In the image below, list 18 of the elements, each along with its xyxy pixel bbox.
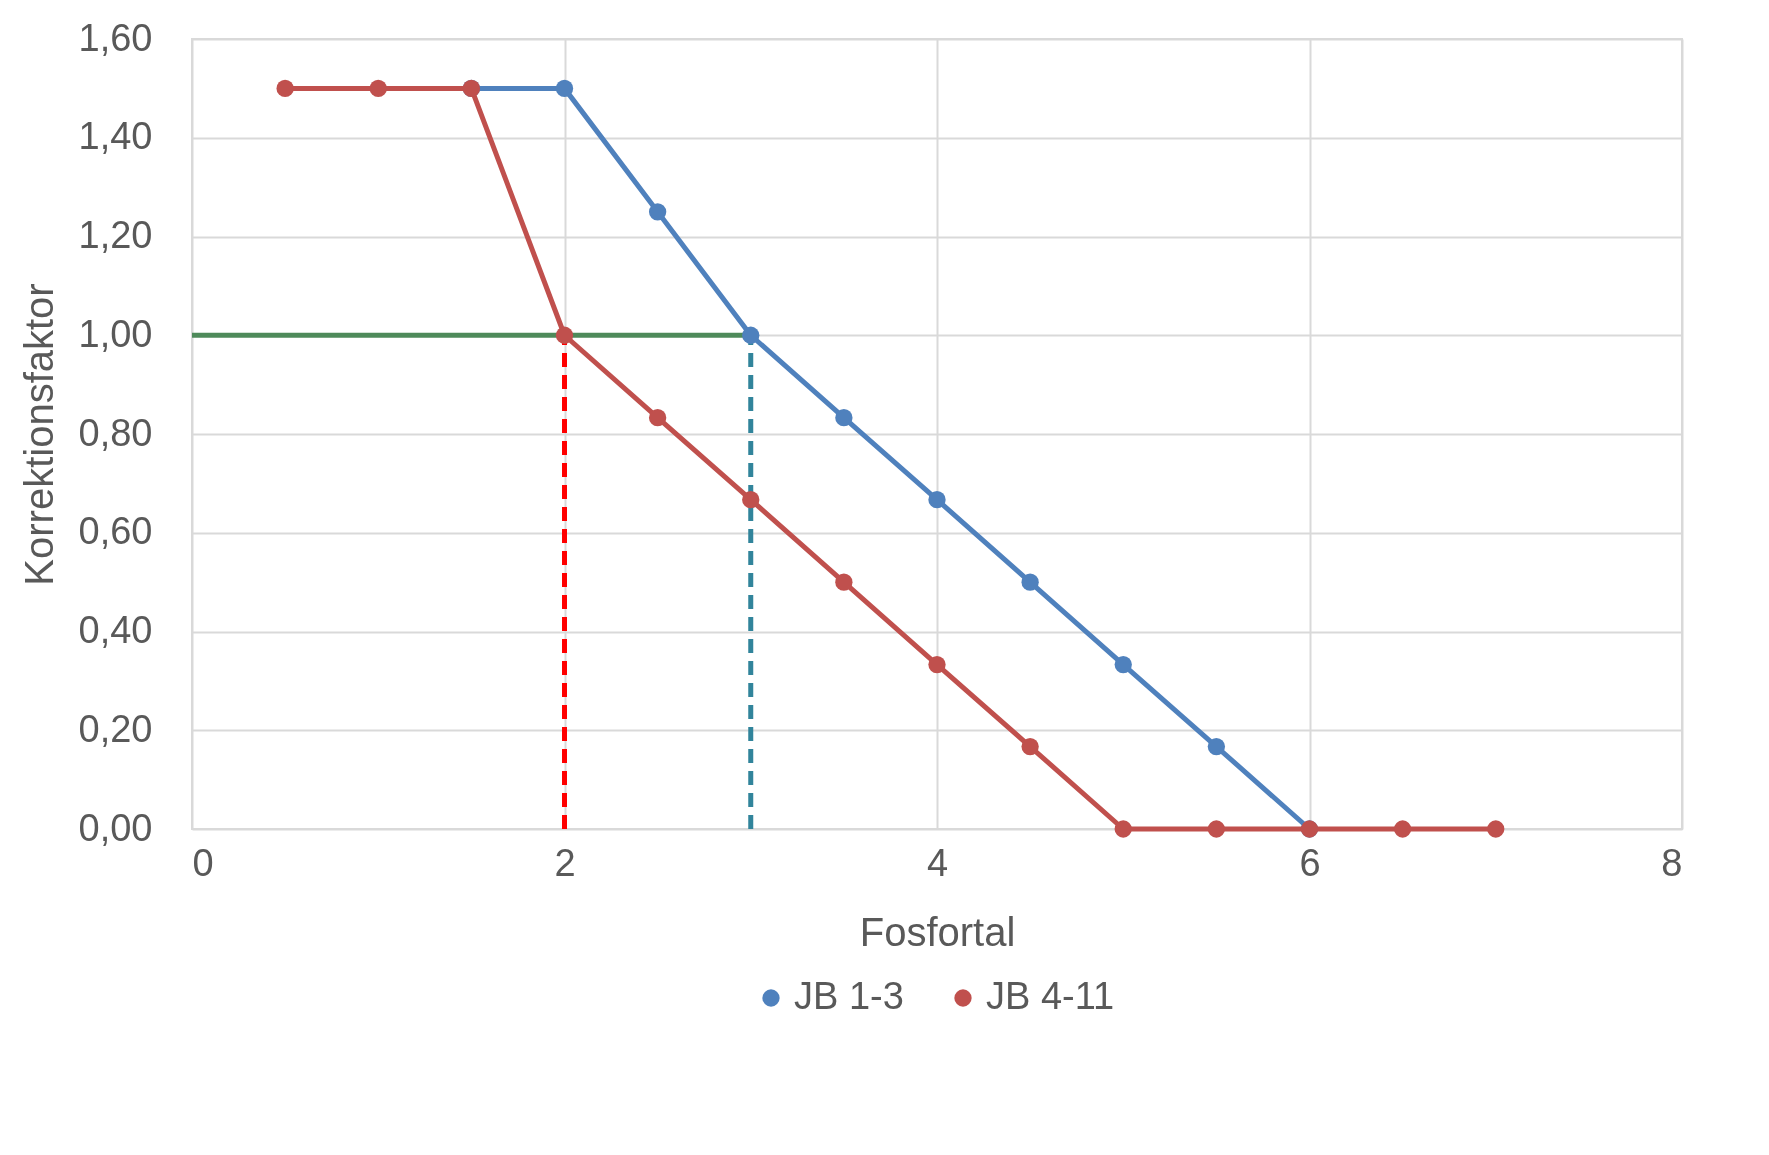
legend-label: JB 1-3 bbox=[794, 975, 904, 1017]
legend-label: JB 4-11 bbox=[986, 975, 1115, 1017]
y-tick-label: 1,00 bbox=[78, 312, 153, 355]
x-tick-label: 2 bbox=[554, 841, 576, 884]
x-tick-label: 4 bbox=[926, 841, 949, 884]
x-tick-label: 8 bbox=[1661, 841, 1683, 884]
y-tick-label: 0,80 bbox=[78, 411, 153, 454]
x-tick-label: 0 bbox=[192, 841, 214, 884]
y-tick-label: 0,20 bbox=[78, 707, 153, 750]
y-tick-label: 0,60 bbox=[78, 510, 153, 553]
y-tick-label: 0,00 bbox=[78, 806, 153, 849]
y-tick-label: 1,60 bbox=[78, 16, 153, 59]
y-tick-label: 1,20 bbox=[78, 214, 153, 256]
x-tick-label: 6 bbox=[1299, 841, 1321, 884]
y-tick-label: 0,40 bbox=[78, 609, 153, 651]
y-tick-label: 1,40 bbox=[78, 115, 153, 158]
y-axis-title: Korrektionsfaktor bbox=[16, 283, 61, 586]
x-axis-title: Fosfortal bbox=[859, 909, 1016, 954]
